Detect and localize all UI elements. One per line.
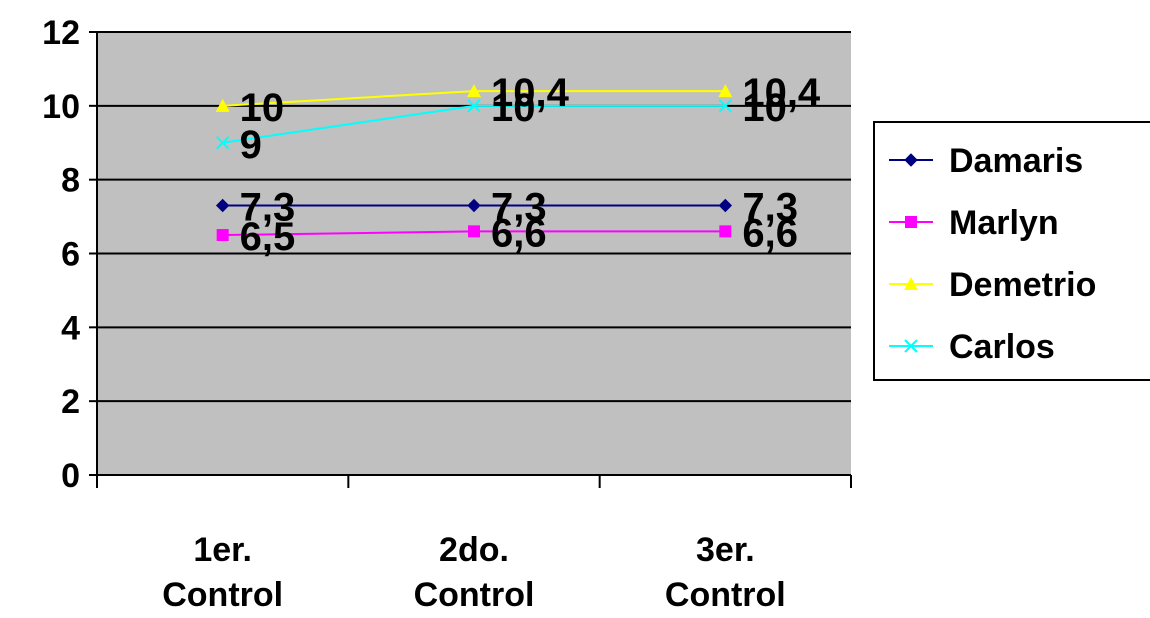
data-label-marlyn: 6,6 — [742, 211, 798, 255]
y-tick-label: 8 — [61, 162, 80, 200]
data-point-damaris — [215, 198, 230, 213]
data-label-marlyn: 6,6 — [491, 211, 547, 255]
data-label-carlos: 9 — [240, 123, 262, 167]
y-tick-label: 2 — [61, 383, 80, 421]
legend-marker-damaris — [904, 153, 918, 167]
legend-label-marlyn: Marlyn — [949, 204, 1059, 242]
y-tick-label: 6 — [61, 236, 80, 274]
y-tick-label: 4 — [61, 309, 80, 347]
gridlines — [97, 31, 851, 403]
data-point-marlyn — [216, 229, 229, 242]
data-label-damaris: 7,3 — [742, 186, 798, 230]
data-point-damaris — [467, 198, 481, 213]
data-label-carlos: 10 — [491, 86, 536, 130]
x-category-label: 1er. Control — [162, 531, 283, 614]
data-label-demetrio: 10,4 — [491, 71, 570, 115]
data-point-marlyn — [468, 225, 480, 238]
x-axis-category-labels: 1er. Control 2do. Control 3er. Control — [162, 531, 786, 614]
legend-label-damaris: Damaris — [949, 142, 1083, 180]
legend-marker-demetrio — [904, 277, 918, 290]
data-point-demetrio — [467, 84, 481, 98]
legend-marker-marlyn — [905, 216, 917, 228]
y-axis-tick-labels: 0 2 4 6 8 10 12 — [42, 14, 80, 495]
legend-marker-carlos — [904, 339, 918, 353]
data-label-damaris: 7,3 — [240, 186, 296, 230]
data-label-carlos: 10 — [742, 86, 787, 130]
y-tick-label: 10 — [42, 88, 80, 126]
y-tick-label: 12 — [42, 14, 80, 52]
y-tick-label: 0 — [61, 457, 80, 495]
data-label-demetrio: 10,4 — [742, 71, 821, 115]
data-point-carlos — [718, 99, 733, 113]
data-label-damaris: 7,3 — [491, 186, 547, 230]
legend: Damaris Marlyn Demetrio Carlos — [873, 121, 1150, 381]
data-label-marlyn: 6,5 — [240, 215, 296, 259]
legend-label-demetrio: Demetrio — [949, 266, 1096, 304]
legend-label-carlos: Carlos — [949, 328, 1055, 366]
data-point-marlyn — [719, 225, 732, 238]
data-label-demetrio: 10 — [240, 86, 285, 130]
axes — [89, 31, 852, 488]
legend-box — [873, 121, 1150, 381]
series-markers — [215, 84, 733, 242]
data-point-carlos — [215, 136, 230, 150]
x-category-label: 3er. Control — [665, 531, 786, 614]
x-category-label: 2do. Control — [414, 531, 535, 614]
data-point-demetrio — [215, 98, 230, 112]
data-point-damaris — [718, 198, 733, 213]
data-point-demetrio — [718, 84, 733, 98]
data-point-carlos — [467, 99, 481, 113]
